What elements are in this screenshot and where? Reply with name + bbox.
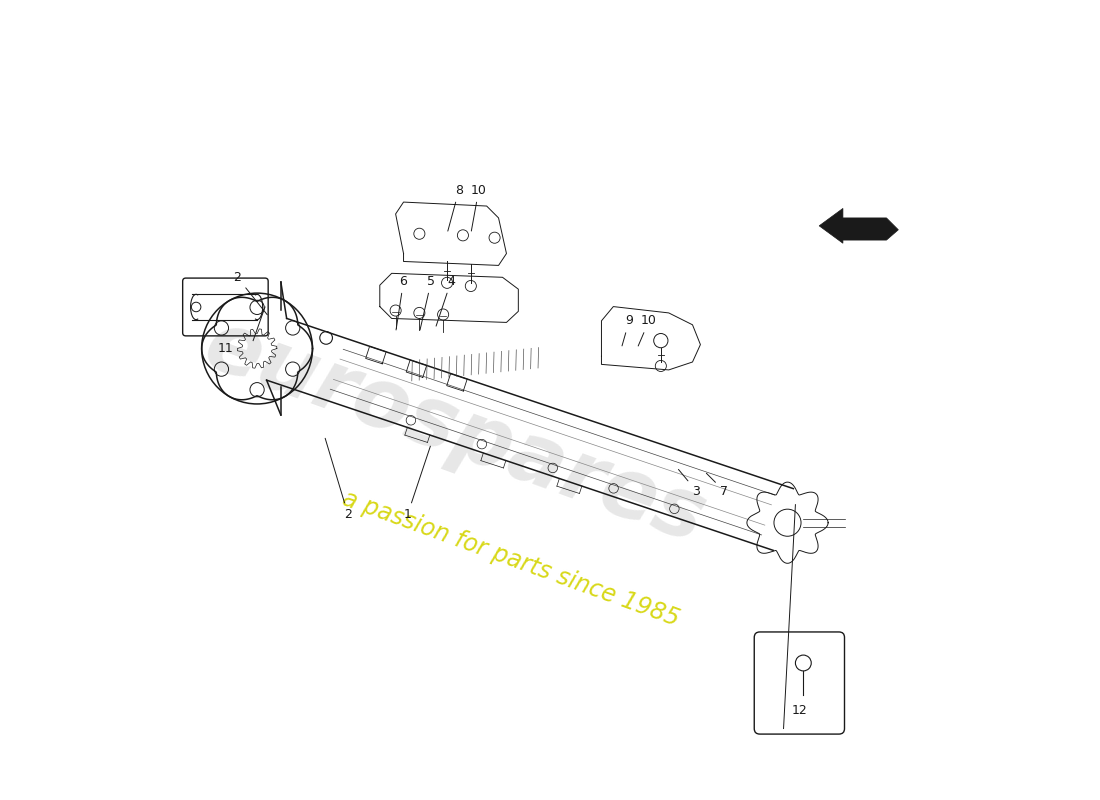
- Text: 9: 9: [621, 314, 634, 346]
- Text: 10: 10: [471, 184, 486, 231]
- Text: 12: 12: [792, 705, 807, 718]
- Text: eurospares: eurospares: [194, 303, 716, 560]
- Text: 2: 2: [326, 438, 352, 522]
- Text: 2: 2: [233, 270, 267, 314]
- Text: 5: 5: [420, 274, 436, 330]
- Text: 4: 4: [436, 274, 455, 326]
- Text: 10: 10: [638, 314, 657, 346]
- Text: 11: 11: [218, 342, 233, 355]
- Text: 1: 1: [404, 446, 430, 522]
- Text: 8: 8: [448, 184, 463, 231]
- Text: 7: 7: [706, 474, 728, 498]
- Text: a passion for parts since 1985: a passion for parts since 1985: [339, 486, 682, 630]
- Polygon shape: [820, 209, 899, 243]
- Text: 6: 6: [396, 274, 407, 330]
- Text: 3: 3: [679, 470, 701, 498]
